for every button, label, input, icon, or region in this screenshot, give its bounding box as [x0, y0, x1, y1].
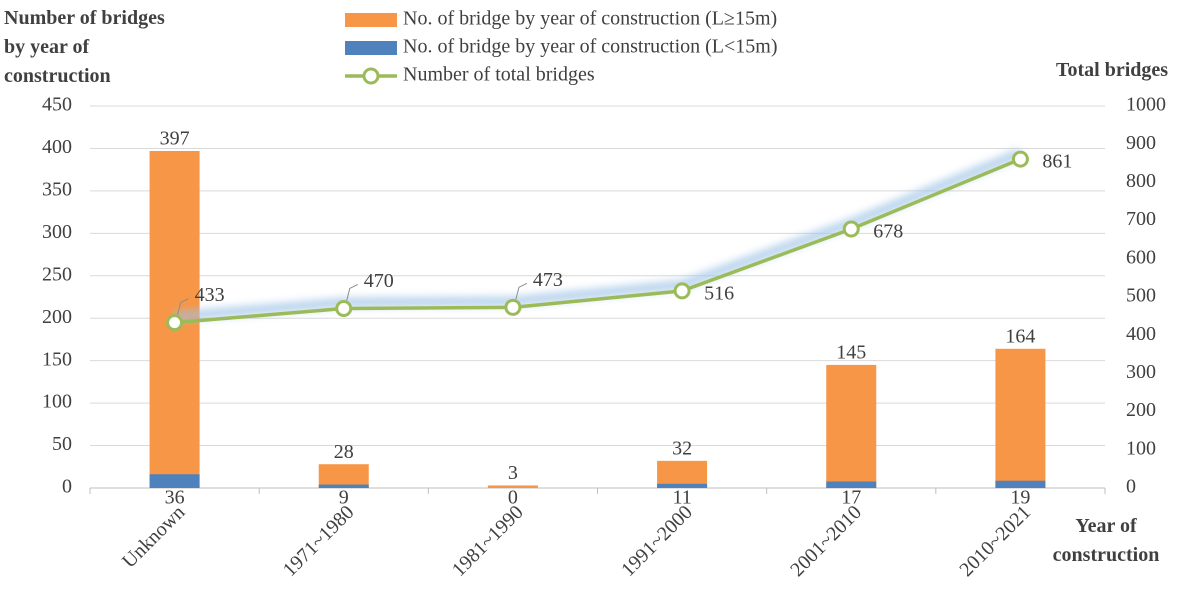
data-label: 19: [1010, 487, 1030, 509]
y-tick-label: 50: [52, 433, 72, 455]
y-tick-label: 150: [42, 348, 72, 370]
data-label: 678: [873, 221, 903, 243]
y2-tick-label: 700: [1126, 208, 1156, 230]
y2-tick-label: 0: [1126, 476, 1136, 498]
data-label: 145: [836, 342, 866, 364]
line-marker: [1011, 150, 1029, 168]
line-marker: [673, 282, 691, 300]
bar: [487, 485, 538, 488]
x-axis-title: Year of construction: [1052, 515, 1160, 566]
y2-tick-label: 400: [1126, 323, 1156, 345]
y2-tick-label: 200: [1126, 399, 1156, 421]
y2-tick-label: 100: [1126, 437, 1156, 459]
label-leader: [177, 298, 189, 315]
data-label: 516: [704, 282, 734, 304]
y2-tick-label: 800: [1126, 170, 1156, 192]
y2-tick-label: 300: [1126, 361, 1156, 383]
x-tick-label: Unknown: [118, 501, 189, 572]
data-label: 11: [672, 487, 691, 509]
x-tick-label: 2010~2021: [955, 501, 1035, 581]
legend-label: Number of total bridges: [403, 64, 595, 86]
data-label: 28: [334, 441, 354, 463]
y2-tick-label: 500: [1126, 285, 1156, 307]
y2-tick-label: 1000: [1126, 94, 1166, 116]
legend-swatch: [345, 41, 397, 55]
data-label: 470: [364, 270, 394, 292]
label-leader: [346, 284, 358, 301]
x-tick-label: 1971~1980: [279, 501, 359, 581]
legend-label: No. of bridge by year of construction (L…: [403, 36, 778, 58]
line-glow: [174, 148, 1023, 322]
x-tick-label: 1991~2000: [617, 501, 697, 581]
bar: [657, 460, 708, 488]
y-tick-label: 350: [42, 178, 72, 200]
bar: [318, 464, 369, 488]
y-axis-title: Number of bridges by year of constructio…: [4, 7, 165, 87]
data-label: 9: [339, 487, 349, 509]
label-leader: [515, 282, 528, 300]
data-label: 433: [195, 284, 225, 306]
y2-tick-label: 900: [1126, 132, 1156, 154]
legend-swatch: [345, 13, 397, 27]
y-tick-label: 100: [42, 391, 72, 413]
line: [174, 157, 1022, 325]
y2-tick-label: 600: [1126, 246, 1156, 268]
y-tick-label: 0: [62, 476, 72, 498]
data-label: 164: [1005, 325, 1035, 347]
line-marker: [166, 314, 184, 332]
bar: [149, 474, 200, 488]
line-marker: [842, 220, 860, 238]
x-tick-label: 1981~1990: [448, 501, 528, 581]
data-label: 17: [841, 487, 861, 509]
bar: [826, 481, 877, 488]
x-tick-label: 2001~2010: [786, 501, 866, 581]
bar: [995, 480, 1046, 488]
y-tick-label: 200: [42, 306, 72, 328]
y-tick-label: 300: [42, 221, 72, 243]
data-label: 861: [1042, 151, 1072, 173]
line-marker: [504, 298, 522, 316]
line-marker: [335, 299, 353, 317]
y-tick-label: 450: [42, 94, 72, 116]
data-label: 473: [533, 269, 563, 291]
bar: [826, 364, 877, 488]
data-label: 0: [508, 487, 518, 509]
bar: [318, 484, 369, 488]
data-label: 32: [672, 437, 692, 459]
legend-label: No. of bridge by year of construction (L…: [403, 8, 777, 30]
y-tick-label: 400: [42, 136, 72, 158]
bar: [657, 483, 708, 488]
bar: [995, 348, 1046, 488]
data-label: 36: [165, 487, 185, 509]
data-label: 397: [160, 128, 190, 150]
legend-swatch: [362, 67, 380, 85]
data-label: 3: [508, 462, 518, 484]
y2-axis-title: Total bridges: [1056, 59, 1169, 81]
y-tick-label: 250: [42, 263, 72, 285]
